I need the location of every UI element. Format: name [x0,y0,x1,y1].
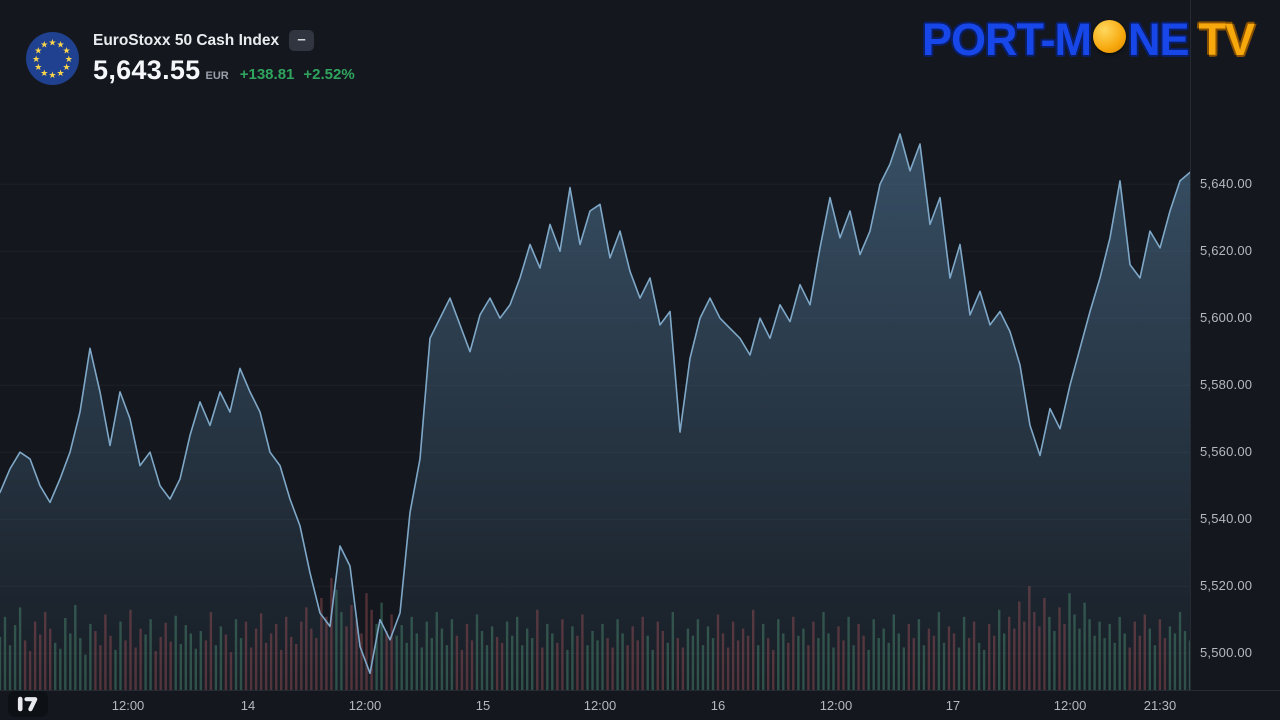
time-axis-label: 14 [240,698,256,713]
svg-text:★: ★ [63,45,71,55]
price-axis-label: 5,540.00 [1200,511,1253,527]
eu-flag-icon: ★ ★ ★ ★ ★ ★ ★ ★ ★ ★ ★ ★ [26,31,79,85]
price-row: 5,643.55 EUR +138.81 +2.52% [93,55,355,86]
svg-text:★: ★ [48,37,56,47]
time-axis-label: 15 [475,698,491,713]
symbol-legend: EuroStoxx 50 Cash Index – 5,643.55 EUR +… [93,30,355,86]
time-axis-label: 12:00 [819,698,853,713]
price-change-pct: +2.52% [303,66,355,83]
tradingview-logo-icon [17,696,38,712]
tradingview-logo[interactable] [8,691,48,717]
moon-icon [1092,19,1126,53]
price-axis-label: 5,620.00 [1200,243,1253,259]
symbol-title-row: EuroStoxx 50 Cash Index – [93,30,355,51]
svg-text:★: ★ [57,67,65,77]
price-axis-label: 5,500.00 [1200,645,1253,661]
svg-text:★: ★ [32,53,40,63]
price-axis-label: 5,580.00 [1200,377,1253,393]
svg-text:★: ★ [63,61,71,71]
logo-text-1: PORT-M [921,14,1092,65]
collapse-legend-button[interactable]: – [289,30,315,51]
currency-label: EUR [205,70,229,82]
price-axis-label: 5,640.00 [1200,176,1253,192]
time-axis-label: 12:00 [111,698,145,713]
time-axis[interactable]: 12:00 14 12:00 15 12:00 16 12:00 17 12:00 21:30 [0,690,1280,720]
logo-text-2: NE [1127,14,1190,65]
svg-text:★: ★ [57,39,65,49]
time-axis-label: 12:00 [583,698,617,713]
last-price: 5,643.55 [93,55,201,85]
portmone-tv-logo: PORT-M NE TV [921,14,1255,66]
price-axis-label: 5,560.00 [1200,444,1253,460]
svg-text:★: ★ [34,61,42,71]
svg-text:★: ★ [65,53,73,63]
price-chart[interactable] [0,0,1190,690]
time-axis-label: 12:00 [348,698,382,713]
svg-text:★: ★ [40,39,48,49]
time-axis-label: 16 [710,698,726,713]
time-axis-label: 21:30 [1143,698,1177,713]
svg-text:★: ★ [34,45,42,55]
price-axis[interactable]: 5,640.00 5,620.00 5,600.00 5,580.00 5,560.00… [1190,0,1280,690]
svg-text:★: ★ [48,70,56,80]
price-axis-label: 5,520.00 [1200,578,1253,594]
svg-text:★: ★ [40,67,48,77]
logo-text-3: TV [1198,14,1255,65]
time-axis-label: 17 [945,698,961,713]
price-axis-label: 5,600.00 [1200,310,1253,326]
symbol-title[interactable]: EuroStoxx 50 Cash Index [93,31,280,49]
price-change-abs: +138.81 [239,66,295,83]
symbol-header: ★ ★ ★ ★ ★ ★ ★ ★ ★ ★ ★ ★ EuroStoxx 50 Cash Index – 5… [26,30,355,86]
time-axis-label: 12:00 [1053,698,1087,713]
